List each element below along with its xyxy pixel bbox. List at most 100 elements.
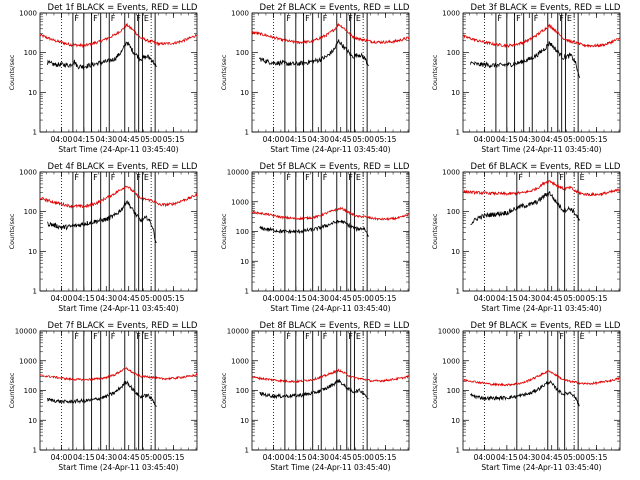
panel-3: Det 3f BLACK = Events, RED = LLD Counts/s… bbox=[431, 3, 621, 154]
y-tick-label: 1 bbox=[456, 288, 460, 296]
panel-9: Det 9f BLACK = Events, RED = LLD Counts/s… bbox=[431, 321, 621, 472]
marker-label: E bbox=[356, 14, 361, 23]
lld-series-line bbox=[462, 370, 621, 387]
y-tick-label: 1 bbox=[33, 447, 37, 455]
x-tick-label: 04:00 bbox=[474, 135, 496, 144]
x-axis-label: Start Time (24-Apr-11 03:45:40) bbox=[58, 145, 178, 154]
marker-label: F bbox=[286, 332, 291, 341]
y-tick-label: 1 bbox=[456, 129, 460, 137]
y-tick-label: 10 bbox=[28, 248, 37, 256]
plot-frame bbox=[251, 330, 410, 451]
events-series-line bbox=[47, 380, 157, 407]
x-tick-label: 04:15 bbox=[73, 135, 95, 144]
marker-label: F bbox=[136, 173, 141, 182]
x-axis-label: Start Time (24-Apr-11 03:45:40) bbox=[58, 304, 178, 313]
y-tick-label: 1 bbox=[245, 288, 249, 296]
y-tick-label: 10000 bbox=[15, 328, 37, 336]
x-tick-label: 04:00 bbox=[474, 294, 496, 303]
x-tick-label: 04:15 bbox=[496, 453, 518, 462]
x-tick-label: 04:45 bbox=[118, 294, 140, 303]
marker-label: F bbox=[323, 173, 328, 182]
panel-7: Det 7f BLACK = Events, RED = LLD Counts/s… bbox=[8, 321, 198, 472]
marker-label: F bbox=[305, 332, 310, 341]
y-tick-label: 10 bbox=[240, 258, 249, 266]
x-tick-label: 04:15 bbox=[496, 135, 518, 144]
y-tick-label: 100 bbox=[447, 387, 460, 395]
marker-label: F bbox=[93, 332, 98, 341]
y-axis-label: Counts/sec bbox=[220, 372, 228, 408]
x-axis-label: Start Time (24-Apr-11 03:45:40) bbox=[270, 145, 390, 154]
marker-label: F bbox=[559, 173, 564, 182]
y-axis-label: Counts/sec bbox=[431, 213, 439, 249]
y-tick-label: 10000 bbox=[227, 328, 249, 336]
y-axis-label: Counts/sec bbox=[8, 372, 16, 408]
panel-1: Det 1f BLACK = Events, RED = LLD Counts/s… bbox=[8, 3, 198, 154]
plot-frame bbox=[462, 171, 621, 292]
x-tick-label: 04:30 bbox=[518, 294, 540, 303]
y-tick-label: 1000 bbox=[231, 357, 249, 365]
y-axis-label: Counts/sec bbox=[431, 54, 439, 90]
marker-label: F bbox=[286, 14, 291, 23]
x-axis-label: Start Time (24-Apr-11 03:45:40) bbox=[58, 463, 178, 472]
marker-label: E bbox=[144, 173, 149, 182]
y-tick-label: 100 bbox=[24, 208, 37, 216]
marker-label: F bbox=[559, 332, 564, 341]
events-series-line bbox=[259, 39, 369, 67]
marker-label: E bbox=[580, 173, 585, 182]
y-tick-label: 1000 bbox=[442, 10, 460, 18]
x-axis-label: Start Time (24-Apr-11 03:45:40) bbox=[270, 304, 390, 313]
y-axis-label: Counts/sec bbox=[8, 54, 16, 90]
marker-label: F bbox=[497, 14, 502, 23]
lld-series-line bbox=[251, 206, 410, 222]
marker-label: F bbox=[74, 14, 79, 23]
x-tick-label: 04:30 bbox=[518, 453, 540, 462]
marker-label: F bbox=[93, 14, 98, 23]
events-series-line bbox=[47, 41, 157, 71]
events-series-line bbox=[259, 219, 369, 238]
lld-series-line bbox=[39, 367, 198, 382]
y-tick-label: 1 bbox=[456, 447, 460, 455]
y-tick-label: 10 bbox=[28, 417, 37, 425]
marker-label: F bbox=[93, 173, 98, 182]
y-axis-label: Counts/sec bbox=[220, 213, 228, 249]
x-tick-label: 04:30 bbox=[95, 294, 117, 303]
panel-title: Det 1f BLACK = Events, RED = LLD bbox=[48, 3, 198, 13]
y-axis-label: Counts/sec bbox=[220, 54, 228, 90]
plot-frame bbox=[39, 171, 198, 292]
marker-label: F bbox=[286, 173, 291, 182]
x-tick-label: 04:00 bbox=[51, 294, 73, 303]
y-tick-label: 1000 bbox=[442, 169, 460, 177]
x-tick-label: 05:15 bbox=[586, 453, 608, 462]
x-tick-label: 04:45 bbox=[541, 294, 563, 303]
x-tick-label: 05:00 bbox=[140, 453, 162, 462]
y-tick-label: 100 bbox=[24, 387, 37, 395]
x-tick-label: 04:00 bbox=[263, 135, 285, 144]
y-tick-label: 100 bbox=[447, 208, 460, 216]
marker-label: F bbox=[323, 14, 328, 23]
x-tick-label: 04:15 bbox=[285, 135, 307, 144]
marker-label: F bbox=[348, 173, 353, 182]
y-axis-label: Counts/sec bbox=[8, 213, 16, 249]
x-tick-label: 05:15 bbox=[586, 135, 608, 144]
panel-title: Det 2f BLACK = Events, RED = LLD bbox=[260, 3, 410, 13]
y-tick-label: 10 bbox=[28, 89, 37, 97]
marker-label: F bbox=[74, 173, 79, 182]
y-tick-label: 100 bbox=[24, 49, 37, 57]
y-tick-label: 100 bbox=[236, 387, 249, 395]
marker-label: F bbox=[348, 14, 353, 23]
x-tick-label: 05:15 bbox=[375, 294, 397, 303]
marker-label: E bbox=[144, 14, 149, 23]
marker-label: F bbox=[111, 14, 116, 23]
x-tick-label: 04:00 bbox=[474, 453, 496, 462]
events-series-line bbox=[47, 200, 157, 244]
marker-label: F bbox=[305, 173, 310, 182]
plot-frame bbox=[39, 330, 198, 451]
x-tick-label: 05:15 bbox=[163, 135, 185, 144]
x-tick-label: 04:30 bbox=[518, 135, 540, 144]
x-tick-label: 04:00 bbox=[263, 453, 285, 462]
marker-label: F bbox=[559, 14, 564, 23]
panel-title: Det 8f BLACK = Events, RED = LLD bbox=[260, 321, 410, 331]
y-tick-label: 10 bbox=[451, 89, 460, 97]
panel-title: Det 4f BLACK = Events, RED = LLD bbox=[48, 162, 198, 172]
x-axis-label: Start Time (24-Apr-11 03:45:40) bbox=[481, 463, 601, 472]
